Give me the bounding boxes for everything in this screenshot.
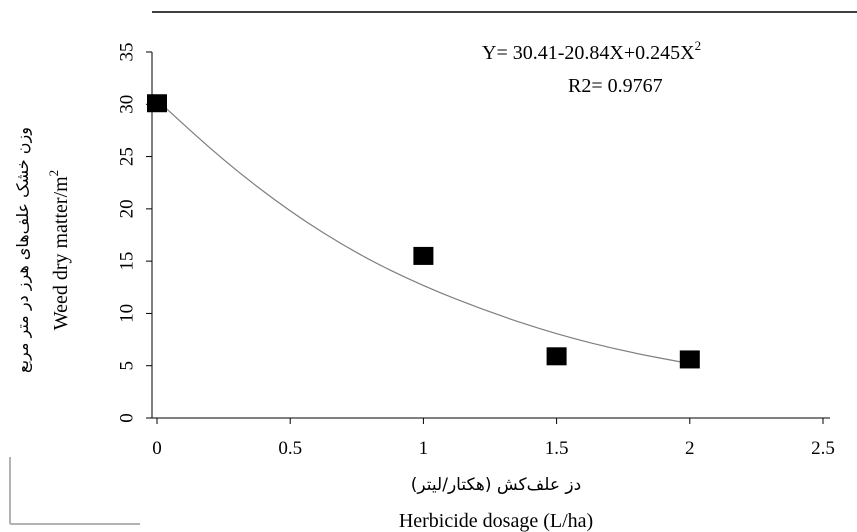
y-tick-label: 35 — [116, 43, 137, 62]
trendline — [156, 99, 690, 365]
data-point — [147, 94, 167, 113]
y-tick-label: 5 — [116, 361, 137, 371]
r2-annotation: R2= 0.9767 — [568, 75, 663, 97]
y-axis-title-fa: وزن خشک علف‌های هرز در متر مربع — [13, 127, 33, 373]
data-point — [413, 246, 434, 265]
y-tick-label: 10 — [116, 304, 137, 323]
x-tick-label: 1 — [419, 438, 429, 459]
y-tick-label: 30 — [116, 95, 137, 114]
x-axis-title-en: Herbicide dosage (L/ha) — [399, 510, 593, 532]
x-tick-label: 0 — [152, 438, 162, 459]
data-point — [546, 347, 567, 366]
y-tick-label: 20 — [116, 199, 137, 218]
x-tick-label: 2 — [685, 438, 695, 459]
y-tick-label: 25 — [116, 147, 137, 166]
y-axis-title-en: Weed dry matter/m2 — [46, 170, 72, 330]
data-point — [679, 350, 700, 369]
x-tick-label: 2.5 — [811, 438, 835, 459]
y-tick-label: 0 — [116, 413, 137, 423]
x-axis-title-fa: دز علف‌کش (هکتار/لیتر) — [411, 475, 581, 495]
y-axis-title-superscript: 2 — [46, 170, 61, 177]
data-points — [147, 94, 700, 369]
equation-superscript: 2 — [695, 38, 702, 53]
x-tick-label: 0.5 — [278, 438, 302, 459]
y-axis-title: وزن خشک علف‌های هرز در متر مربع Weed dry… — [13, 127, 72, 373]
equation-annotation: Y= 30.41-20.84X+0.245X2 — [482, 38, 701, 64]
y-tick-label: 15 — [116, 252, 137, 271]
x-ticks: 0 0.5 1 1.5 2 2.5 — [152, 418, 835, 459]
y-ticks: 0 5 10 15 20 25 30 35 — [116, 43, 152, 423]
equation-text: Y= 30.41-20.84X+0.245X — [482, 42, 695, 64]
x-tick-label: 1.5 — [545, 438, 569, 459]
